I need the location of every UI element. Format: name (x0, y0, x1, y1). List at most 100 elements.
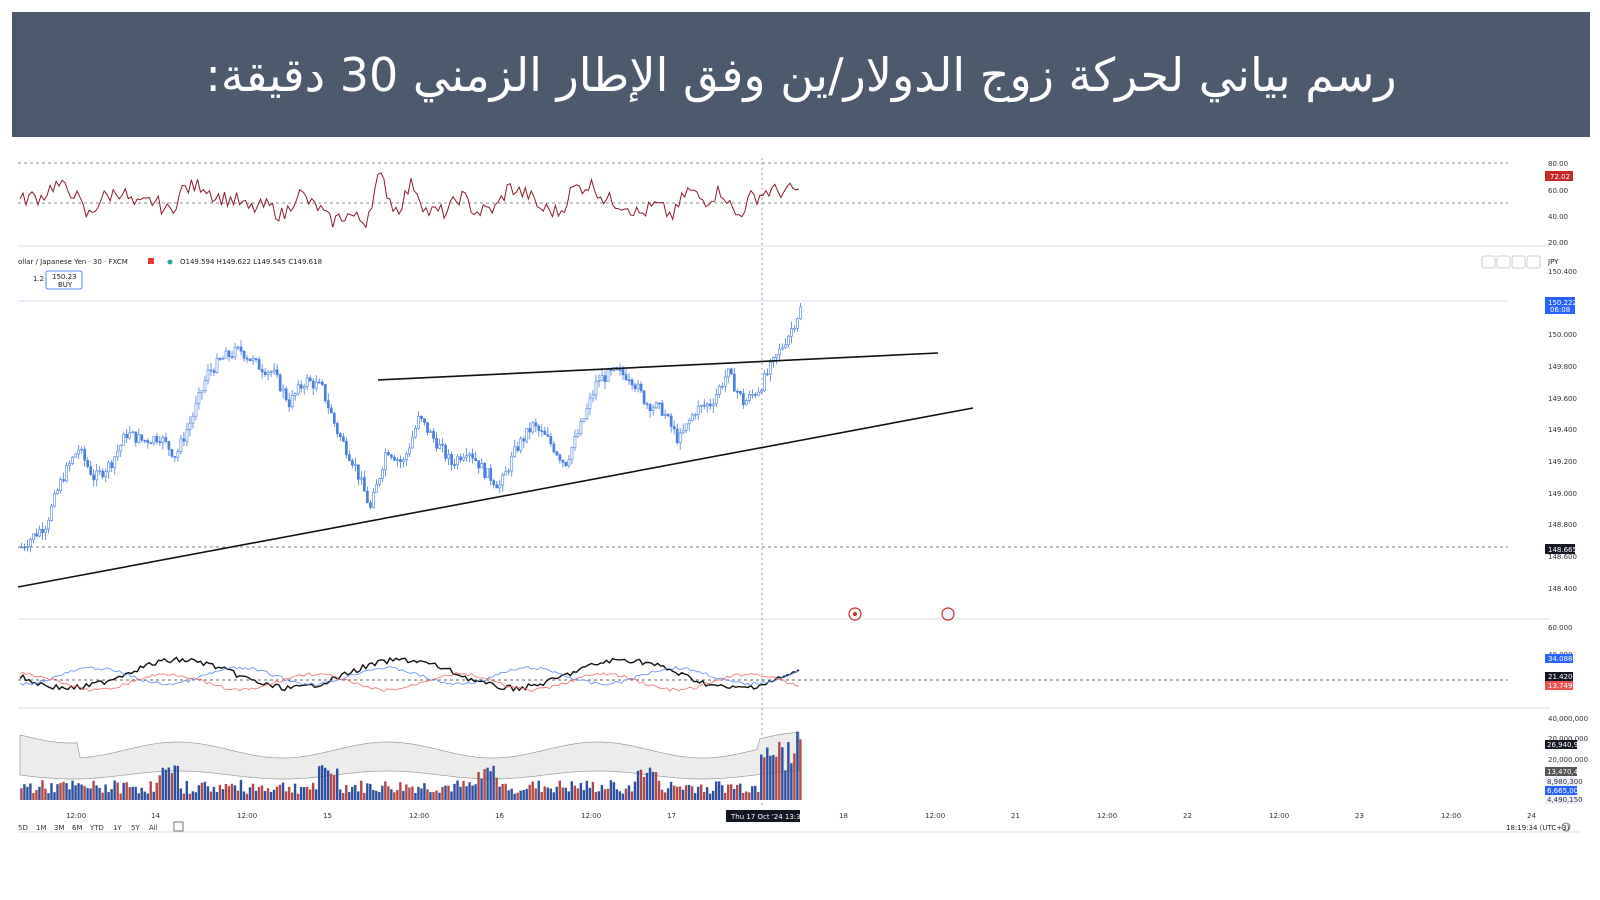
volume-bar (546, 787, 549, 800)
range-button-1m[interactable]: 1M (36, 824, 47, 832)
range-button-ytd[interactable]: YTD (89, 824, 104, 832)
candle (387, 449, 390, 456)
volume-bar (83, 786, 86, 800)
candle-body (711, 403, 715, 407)
candle-body (26, 546, 29, 548)
range-button-6m[interactable]: 6M (72, 824, 83, 832)
volume-bar (540, 791, 543, 800)
candle-body (185, 429, 189, 442)
pane-toolbar[interactable] (1481, 255, 1541, 269)
move-up-icon[interactable] (1481, 255, 1496, 269)
candle (417, 411, 420, 430)
volume-bar (53, 792, 56, 800)
candle (50, 503, 53, 522)
candle-body (317, 381, 321, 384)
close-icon[interactable] (1511, 255, 1526, 269)
volume-bar (320, 765, 324, 800)
symbol-legend[interactable]: ollar / Japanese Yen · 30 · FXCM (18, 258, 128, 266)
candle (155, 432, 159, 445)
candle (766, 368, 769, 377)
volume-bar (212, 786, 216, 800)
candle (573, 429, 577, 451)
time-axis-tick: 12:00 (1269, 812, 1289, 820)
volume-bar (705, 787, 709, 800)
volume-bar (582, 789, 586, 800)
volume-bar (41, 780, 44, 800)
range-button-all[interactable]: All (149, 824, 158, 832)
candle (233, 342, 237, 361)
volume-bar (206, 786, 210, 800)
candle-body (748, 394, 751, 401)
volume-bar (242, 791, 246, 800)
volume-bar (257, 786, 261, 800)
maximize-icon[interactable] (1526, 255, 1541, 269)
candle-body (191, 415, 195, 424)
range-button-5d[interactable]: 5D (18, 824, 28, 832)
volume-bar (693, 793, 697, 800)
time-axis-tick: 12:00 (1097, 812, 1117, 820)
volume-bar (663, 792, 667, 800)
currency-label[interactable]: JPY (1547, 258, 1559, 266)
candle-body (435, 438, 438, 449)
candle-body (110, 462, 114, 469)
candle (335, 421, 339, 438)
candle (167, 440, 171, 457)
range-button-5y[interactable]: 5Y (131, 824, 140, 832)
candle-body (729, 368, 733, 375)
candle (206, 364, 210, 385)
candle (197, 387, 201, 410)
candle (146, 438, 150, 449)
move-down-icon[interactable] (1496, 255, 1511, 269)
candle (639, 381, 643, 394)
candle (696, 400, 700, 421)
calendar-icon[interactable] (173, 821, 184, 832)
candle (173, 456, 177, 462)
volume-bar (534, 788, 537, 800)
candle-body (95, 470, 99, 481)
candle (23, 543, 26, 552)
volume-bar (158, 775, 161, 800)
range-button-1y[interactable]: 1Y (113, 824, 122, 832)
candle (450, 451, 453, 471)
settings-icon[interactable] (1561, 822, 1571, 832)
candle-body (173, 456, 177, 458)
candle-body (335, 423, 339, 434)
us-flag-icon[interactable] (941, 607, 955, 621)
candle-body (799, 306, 802, 319)
rsi-axis-tick: 20.00 (1548, 239, 1568, 247)
candle-body (257, 359, 261, 370)
volume-bar (227, 786, 231, 800)
volume-bar (480, 778, 483, 800)
candle (519, 436, 523, 454)
price-axis-tick: 149.600 (1548, 395, 1577, 403)
volume-bar (570, 781, 574, 800)
candle-body (119, 444, 123, 452)
range-selector[interactable]: 5D 1M 3M 6M YTD 1Y 5Y All (18, 821, 184, 832)
volume-bar (724, 792, 727, 800)
candle (522, 436, 526, 449)
candle (390, 453, 393, 460)
range-button-3m[interactable]: 3M (54, 824, 65, 832)
candle (251, 355, 255, 365)
candle (260, 363, 264, 379)
volume-bar (284, 791, 288, 800)
trendline-lower[interactable] (17, 407, 974, 588)
candle (140, 434, 144, 443)
volume-bar (224, 783, 228, 800)
volume-bar (624, 788, 628, 800)
candle-body (693, 414, 697, 417)
candle-body (158, 441, 162, 444)
candle (293, 392, 297, 401)
candle (399, 455, 402, 469)
candle-body (669, 415, 673, 427)
buy-button[interactable] (45, 270, 83, 290)
volume-bar (354, 784, 357, 800)
volume-bar (492, 765, 495, 800)
candle (720, 382, 724, 390)
volume-bar (714, 781, 718, 800)
candle-body (381, 469, 384, 479)
candle (558, 452, 562, 464)
candle (796, 317, 799, 332)
trendline-upper[interactable] (377, 352, 939, 381)
